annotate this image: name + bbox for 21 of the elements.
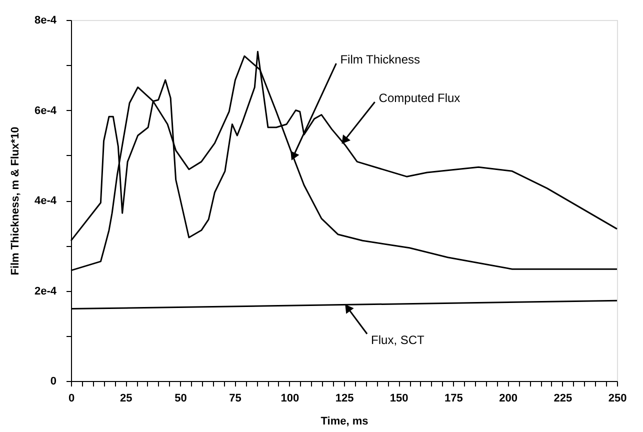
x-tick-label: 25 xyxy=(120,392,132,404)
x-tick-label: 225 xyxy=(554,392,572,404)
annotation: Film Thickness xyxy=(340,52,420,66)
x-tick-label: 0 xyxy=(68,392,75,404)
x-tick-label: 200 xyxy=(499,392,518,404)
x-axis-title: Time, ms xyxy=(320,416,368,428)
x-tick-label: 150 xyxy=(390,392,408,404)
x-tick-label: 75 xyxy=(229,392,242,404)
y-tick-label: 2e-4 xyxy=(34,285,58,298)
annotation: Flux, SCT xyxy=(371,332,426,347)
x-tick-label: 250 xyxy=(608,392,627,404)
x-tick-label: 50 xyxy=(174,392,187,404)
x-tick-label: 125 xyxy=(335,392,354,404)
y-tick-label: 4e-4 xyxy=(34,195,58,207)
y-axis-title: Film Thickness, m & Flux*10 xyxy=(9,126,22,276)
x-tick-label: 175 xyxy=(444,392,463,404)
annotation: Computed Flux xyxy=(378,90,460,105)
y-tick-label: 8e-4 xyxy=(34,14,58,26)
x-tick-label: 100 xyxy=(280,392,300,404)
y-tick-label: 0 xyxy=(50,376,56,388)
y-tick-label: 6e-4 xyxy=(34,104,58,117)
